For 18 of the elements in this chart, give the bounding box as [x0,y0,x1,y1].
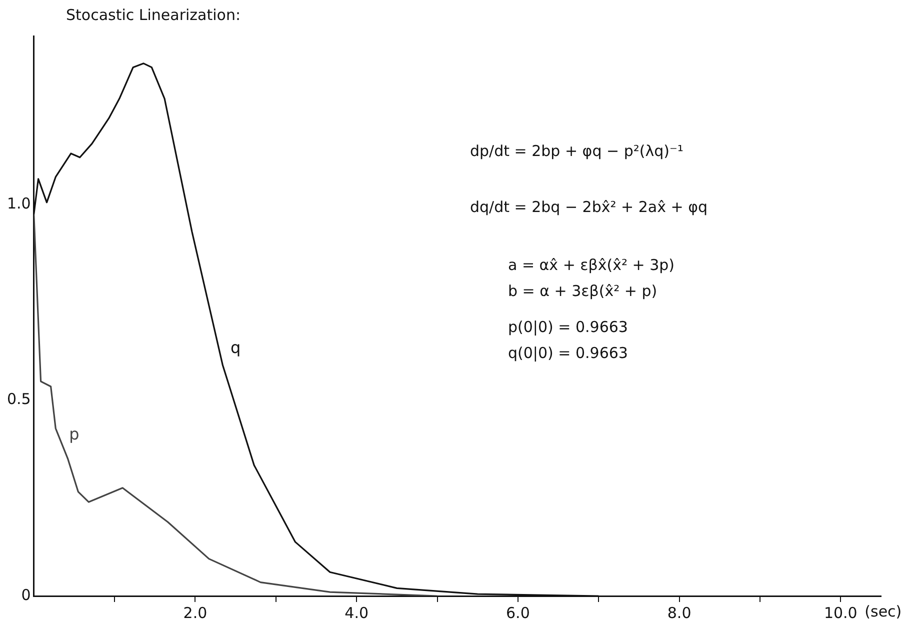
x-tick-label: 10.0 [824,604,858,622]
y-tick-label: 1.0 [6,194,31,212]
annotation: dp/dt = 2bp + φq − p²(λq)⁻¹ [470,142,684,160]
y-tick-label: 0 [21,586,31,604]
x-tick-label: 8.0 [667,604,692,622]
series-label: q [230,338,241,358]
annotation: a = αx̂ + εβx̂(x̂² + 3p) [508,256,676,274]
x-tick-label: 6.0 [506,604,530,622]
annotation: p(0|0) = 0.9663 [508,318,629,336]
series-label: p [69,424,80,444]
annotation: q(0|0) = 0.9663 [508,344,629,362]
x-tick-label: 4.0 [344,604,369,622]
annotation: dq/dt = 2bq − 2bx̂² + 2ax̂ + φq [470,198,708,216]
y-tick-label: 0.5 [6,390,31,408]
annotation: b = α + 3εβ(x̂² + p) [508,282,658,300]
chart-title: Stocastic Linearization: [66,6,241,24]
x-tick-label: 2.0 [183,604,208,622]
x-axis-title: (sec) [864,602,902,620]
